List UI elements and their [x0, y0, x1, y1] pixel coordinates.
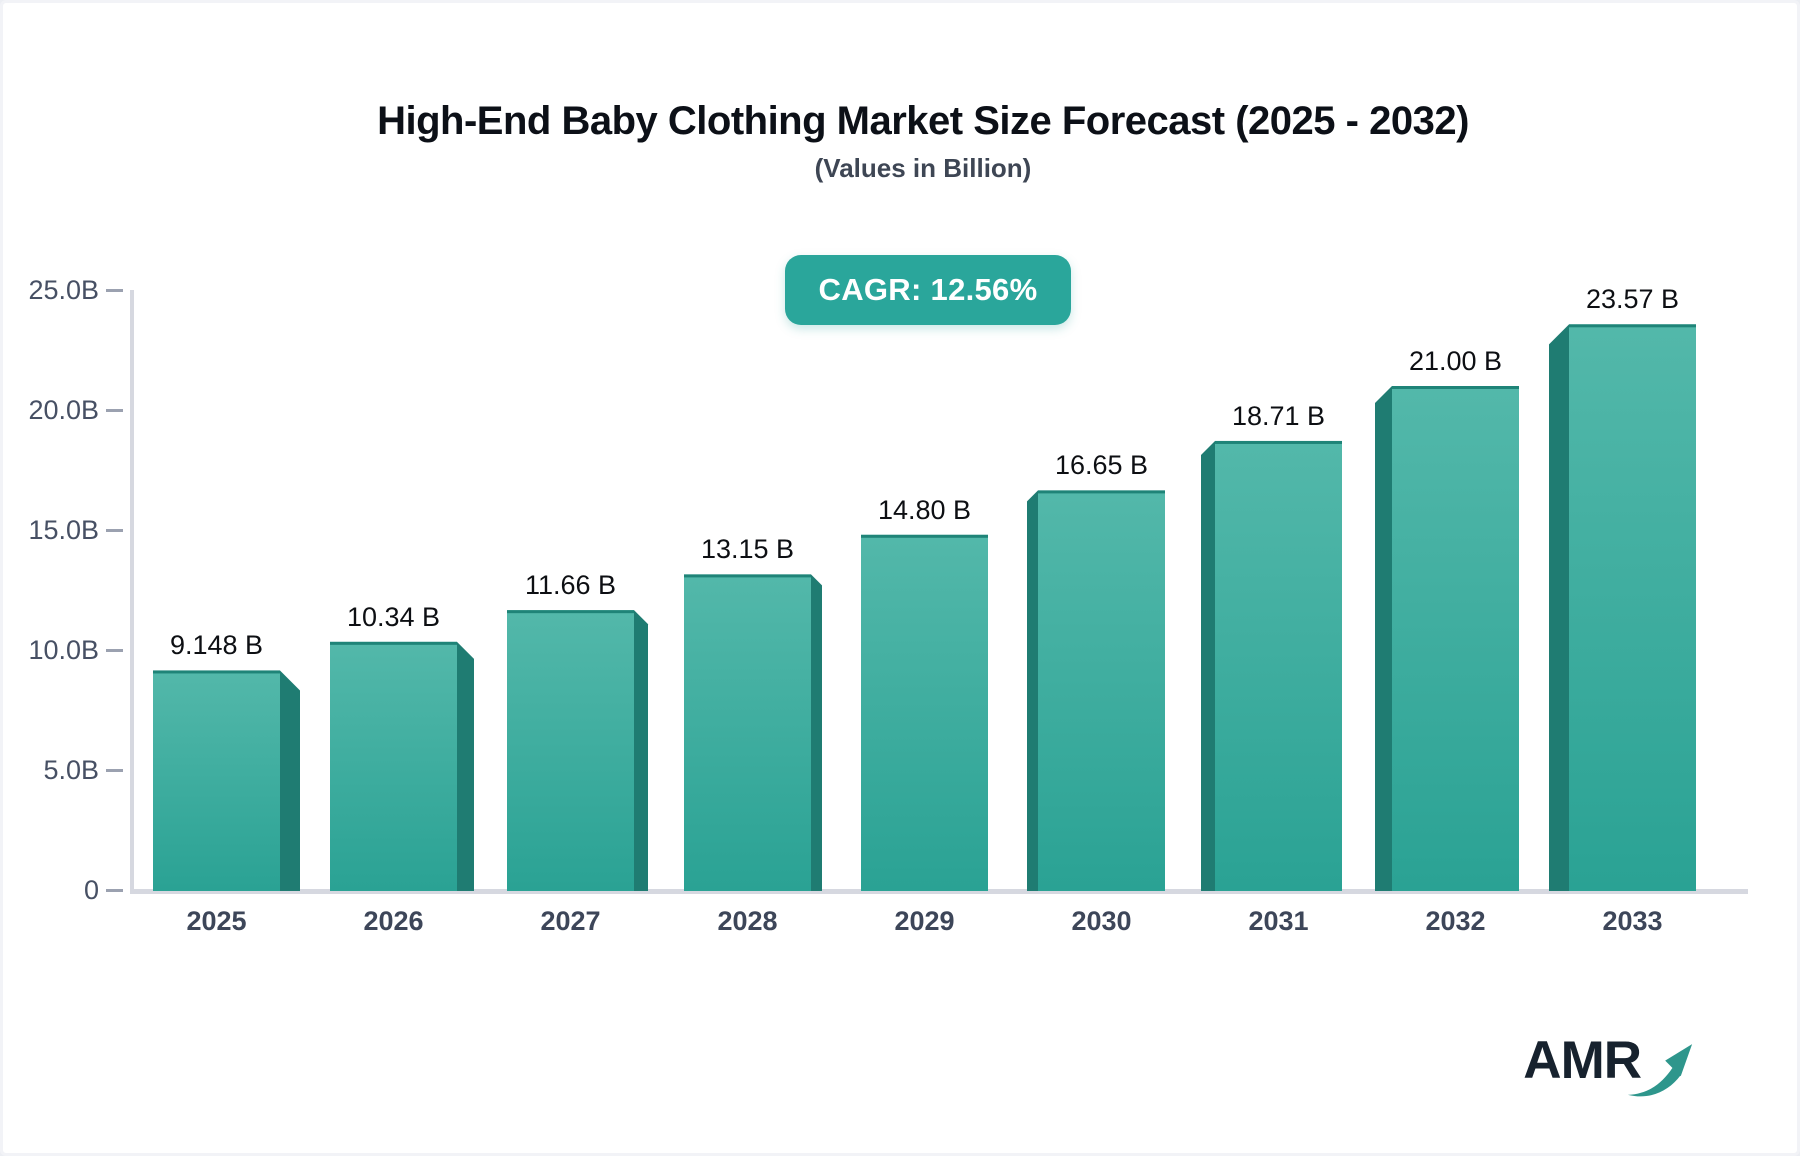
cagr-badge: CAGR: 12.56%: [785, 255, 1071, 325]
bar-value-label-2031: 18.71 B: [1231, 400, 1326, 431]
bar-value-label-2025: 9.148 B: [169, 630, 264, 661]
bar-top-edge-2032: [1392, 386, 1519, 389]
bar-top-edge-2025: [153, 670, 280, 674]
bar-top-edge-2030: [1038, 490, 1165, 494]
y-axis-label-20.0B: 20.0B: [28, 395, 99, 425]
y-axis-label-5.0B: 5.0B: [43, 755, 99, 785]
chart-title: High-End Baby Clothing Market Size Forec…: [377, 99, 1469, 143]
x-axis-label-2025: 2025: [186, 906, 247, 936]
y-axis-label-25.0B: 25.0B: [28, 275, 99, 305]
y-axis-label-15.0B: 15.0B: [28, 515, 99, 545]
bar-value-label-2026: 10.34 B: [346, 601, 441, 632]
bar-value-label-2030: 16.65 B: [1054, 450, 1149, 481]
bar-side-2028: [811, 574, 822, 891]
y-axis-label-10.0B: 10.0B: [28, 635, 99, 665]
bar-top-edge-2028: [684, 574, 811, 578]
y-axis-line: [130, 290, 134, 894]
y-axis-tick-25.0B: [106, 289, 123, 292]
bar-value-label-2027: 11.66 B: [524, 570, 617, 601]
x-axis-label-2027: 2027: [540, 906, 601, 936]
bar-2030: [1038, 490, 1165, 891]
bar-top-edge-2026: [330, 641, 457, 645]
bar-side-2033: [1549, 324, 1569, 891]
bar-value-label-2028: 13.15 B: [700, 534, 795, 565]
bar-side-2027: [634, 610, 648, 891]
bar-side-2025: [280, 670, 300, 891]
y-axis-tick-10.0B: [106, 649, 123, 652]
bar-side-2032: [1375, 386, 1392, 891]
y-axis-label-0: 0: [83, 875, 99, 905]
bar-chart-plot: 0 5.0B 10.0B 15.0B 20.0B 25.0B 9.148 B 2025 10.3…: [3, 3, 1797, 1153]
bar-2028: [684, 574, 811, 891]
bar-2031: [1215, 440, 1342, 891]
growth-arrow-icon: [1627, 1044, 1693, 1097]
bar-side-2026: [457, 641, 474, 891]
bar-value-label-2032: 21.00 B: [1408, 346, 1503, 376]
x-axis-label-2029: 2029: [894, 906, 955, 936]
x-axis-label-2028: 2028: [717, 906, 778, 936]
x-axis-line: [130, 889, 1748, 894]
bar-side-2031: [1201, 440, 1215, 891]
y-axis-tick-15.0B: [106, 529, 123, 532]
x-axis-label-2030: 2030: [1071, 906, 1132, 936]
bar-top-edge-2027: [507, 610, 634, 614]
cagr-badge-label: CAGR: 12.56%: [818, 272, 1038, 307]
bar-side-2030: [1027, 490, 1038, 891]
y-axis-tick-20.0B: [106, 409, 123, 412]
y-axis-tick-5.0B: [106, 769, 123, 772]
bar-top-edge-2031: [1215, 440, 1342, 444]
chart-subtitle: (Values in Billion): [814, 153, 1032, 183]
bar-2032: [1392, 386, 1519, 891]
bar-top-edge-2029: [861, 534, 988, 538]
bar-2029: [861, 534, 988, 891]
x-axis-label-2033: 2033: [1602, 906, 1663, 936]
bar-value-label-2029: 14.80 B: [877, 494, 972, 525]
amr-logo-text: AMR: [1523, 1031, 1642, 1090]
x-axis-label-2026: 2026: [363, 906, 424, 936]
bar-2027: [507, 610, 634, 891]
bar-2026: [330, 641, 457, 891]
bar-top-edge-2033: [1569, 324, 1696, 328]
bar-2025: [153, 670, 280, 891]
bar-2033: [1569, 324, 1696, 891]
x-axis-label-2032: 2032: [1425, 906, 1486, 936]
x-axis-label-2031: 2031: [1248, 906, 1309, 936]
y-axis-tick-0: [106, 889, 123, 892]
bar-value-label-2033: 23.57 B: [1585, 284, 1680, 315]
amr-logo: AMR: [1523, 1033, 1695, 1099]
